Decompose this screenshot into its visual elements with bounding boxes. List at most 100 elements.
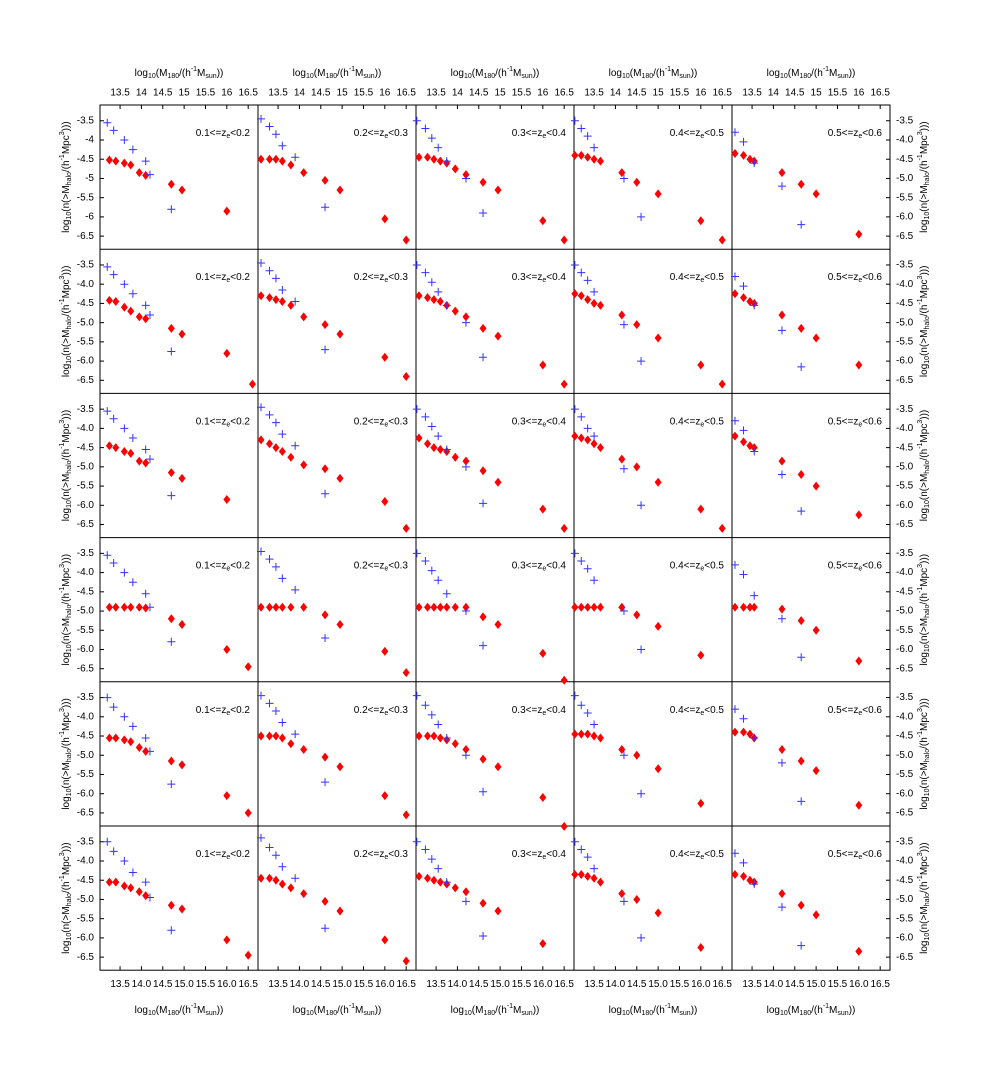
- point: [584, 295, 592, 305]
- point: [256, 547, 265, 556]
- point: [797, 220, 806, 229]
- point: [730, 128, 739, 137]
- point: [590, 731, 598, 741]
- point: [750, 447, 759, 456]
- y-axis-title-part: 3: [59, 708, 66, 712]
- point: [105, 155, 113, 165]
- x-axis-title-part: 180: [167, 73, 179, 80]
- x-axis-title-part: )): [849, 1005, 856, 1016]
- point: [421, 701, 430, 710]
- panel-label-part: e: [858, 710, 862, 717]
- point: [479, 353, 488, 362]
- point: [451, 164, 459, 174]
- point: [584, 602, 592, 612]
- y-axis-title: log10(n(>Mhalo/(h-1Mpc3))): [917, 842, 931, 954]
- panel-label-part: <0.3: [388, 272, 408, 283]
- panel-label: 0.4<=ze<0.5: [670, 272, 725, 285]
- point: [577, 557, 586, 566]
- point: [590, 154, 598, 164]
- point: [777, 470, 786, 479]
- y-axis-title-part: (n(>M: [919, 618, 930, 644]
- point: [278, 141, 287, 150]
- y-axis-title-part: halo: [924, 172, 931, 185]
- point: [731, 869, 739, 879]
- point: [291, 297, 300, 306]
- point: [462, 887, 470, 897]
- point: [577, 268, 586, 277]
- point: [103, 693, 112, 702]
- point: [697, 943, 705, 953]
- y-tick-label: -5.5: [896, 769, 914, 780]
- point: [271, 707, 280, 716]
- y-axis-title-part: Mpc: [61, 712, 72, 731]
- point: [479, 466, 487, 476]
- point: [590, 873, 598, 883]
- x-axis-title-part: M: [513, 1005, 521, 1016]
- y-axis-title-part: 3: [59, 420, 66, 424]
- x-axis-title-part: (M: [156, 68, 168, 79]
- point: [584, 152, 592, 162]
- x-axis-title-part: log: [293, 1005, 306, 1016]
- y-axis-title-part: -1: [917, 154, 924, 160]
- x-tick-label: 13.5: [742, 979, 762, 990]
- point: [120, 446, 128, 456]
- y-axis-title-part: halo: [924, 605, 931, 618]
- y-axis-title-part: 3: [59, 852, 66, 856]
- point: [415, 152, 423, 162]
- panel-label-part: e: [384, 854, 388, 861]
- x-axis-title-part: /(h: [337, 68, 349, 79]
- y-axis-title-part: log: [919, 796, 930, 809]
- point: [619, 751, 628, 760]
- panel-label-part: e: [226, 133, 230, 140]
- y-axis-title: log10(n(>Mhalo/(h-1Mpc3))): [59, 842, 73, 954]
- point: [381, 646, 389, 656]
- point: [167, 756, 175, 766]
- point: [105, 602, 113, 612]
- point: [135, 887, 143, 897]
- point: [583, 708, 592, 717]
- point: [855, 360, 863, 370]
- x-tick-label: 14: [610, 88, 622, 99]
- point: [479, 177, 487, 187]
- panel-label: 0.1<=ze<0.2: [196, 560, 251, 573]
- point: [590, 602, 598, 612]
- y-axis-title-part: 3: [59, 564, 66, 568]
- point: [244, 950, 252, 960]
- point: [494, 906, 502, 916]
- x-axis-title-part: -1: [191, 1004, 197, 1011]
- y-axis-title-part: Mpc: [919, 568, 930, 587]
- x-tick-label: 16.5: [396, 88, 416, 99]
- y-axis-title: log10(n(>Mhalo/(h-1Mpc3))): [917, 698, 931, 810]
- point: [494, 331, 502, 341]
- y-tick-label: -6.5: [896, 231, 914, 242]
- y-tick-label: -5.5: [77, 769, 95, 780]
- point: [223, 935, 231, 945]
- point: [430, 875, 438, 885]
- x-tick-label: 13.5: [110, 979, 130, 990]
- x-axis-title-part: sun: [205, 73, 216, 80]
- x-tick-label: 14.0: [290, 979, 310, 990]
- x-axis-title-part: log: [451, 1005, 464, 1016]
- x-tick-label: 14.5: [785, 979, 805, 990]
- panel-label-part: e: [700, 278, 704, 285]
- x-tick-label: 13.5: [742, 88, 762, 99]
- point: [430, 443, 438, 453]
- y-tick-label: -5.5: [77, 913, 95, 924]
- point: [633, 320, 641, 330]
- y-tick-label: -5.0: [77, 606, 95, 617]
- point: [571, 431, 579, 441]
- panel-label-part: 0.5<=z: [828, 416, 859, 427]
- point: [287, 602, 295, 612]
- x-tick-label: 13.5: [584, 88, 604, 99]
- y-axis-title-part: 3: [917, 852, 924, 856]
- point: [105, 441, 113, 451]
- point: [271, 418, 280, 427]
- panel-label: 0.2<=ze<0.3: [354, 272, 409, 285]
- point: [300, 744, 308, 754]
- point: [291, 153, 300, 162]
- x-axis-title-part: sun: [837, 1011, 848, 1018]
- point: [120, 280, 129, 289]
- point: [461, 607, 470, 616]
- point: [750, 159, 759, 168]
